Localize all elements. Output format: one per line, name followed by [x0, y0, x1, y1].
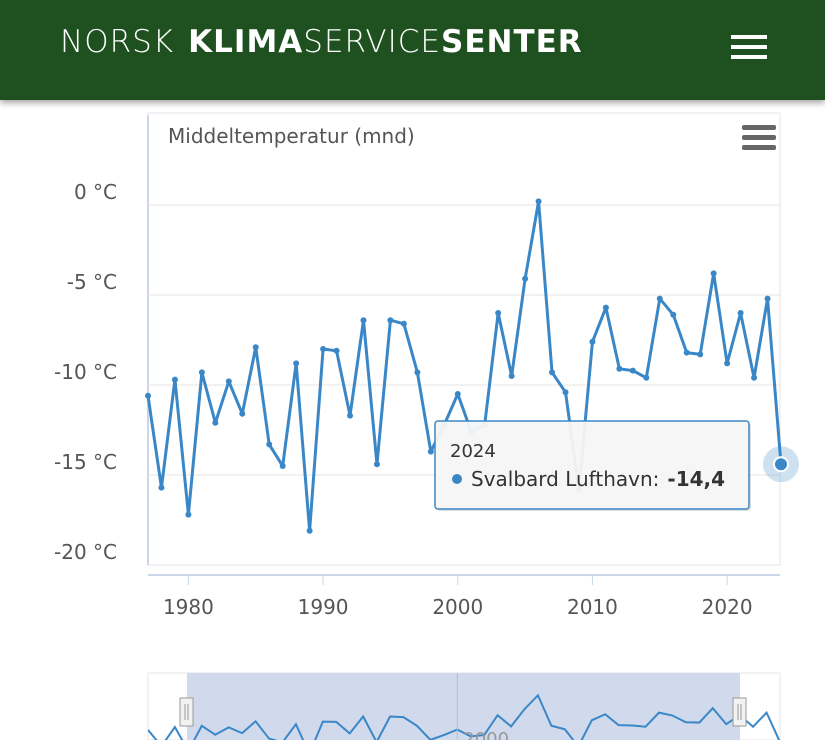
x-tick-label: 2000 — [432, 595, 483, 619]
data-point — [145, 392, 151, 399]
data-point — [158, 484, 165, 491]
data-point — [670, 311, 677, 318]
data-point — [171, 376, 178, 383]
header: NORSK KLIMASERVICESENTER — [0, 0, 825, 100]
data-point — [185, 511, 192, 518]
tooltip-marker — [452, 474, 462, 484]
data-point — [225, 378, 232, 385]
data-point — [239, 410, 246, 417]
data-point — [522, 275, 529, 282]
data-point — [697, 351, 704, 358]
data-point — [562, 389, 569, 396]
y-tick-label: -20 °C — [54, 540, 117, 564]
data-point — [549, 369, 556, 376]
data-point — [737, 310, 744, 316]
data-point — [616, 365, 623, 372]
data-point — [629, 367, 636, 374]
navigator-selection[interactable] — [187, 673, 740, 740]
hover-point — [773, 456, 789, 473]
data-point — [589, 338, 596, 345]
logo-part: NORSK — [60, 24, 175, 60]
y-tick-label: -15 °C — [54, 450, 117, 474]
logo-part: SENTER — [441, 24, 583, 60]
data-point — [387, 317, 394, 324]
x-tick-label: 1990 — [298, 595, 349, 619]
data-point — [373, 461, 380, 468]
data-point — [252, 344, 259, 351]
data-point — [333, 347, 340, 354]
context-menu[interactable] — [742, 125, 776, 150]
y-tick-label: -5 °C — [67, 270, 117, 294]
y-tick-label: -10 °C — [54, 360, 117, 384]
x-tick-label: 1980 — [163, 595, 214, 619]
tooltip-title: 2024 — [450, 441, 496, 462]
navigator-handle[interactable] — [732, 697, 747, 727]
data-point — [198, 369, 205, 376]
y-tick-label: 0 °C — [74, 180, 117, 204]
data-point — [454, 391, 461, 397]
series-line — [146, 199, 783, 533]
menu-button[interactable] — [731, 35, 767, 59]
navigator-handle[interactable] — [179, 697, 194, 727]
data-point — [751, 374, 758, 381]
data-point — [306, 527, 313, 534]
logo-part: KLIMA — [188, 24, 304, 60]
navigator-line — [148, 693, 780, 740]
data-point — [347, 412, 354, 419]
data-point — [710, 270, 717, 277]
data-point — [212, 419, 219, 426]
navigator-tick-label: 2000 — [463, 729, 509, 740]
tooltip-value: -14,4 — [667, 467, 725, 491]
data-point — [400, 320, 407, 327]
logo[interactable]: NORSK KLIMASERVICESENTER — [60, 24, 583, 60]
data-point — [656, 295, 663, 302]
data-point — [764, 295, 771, 302]
data-point — [279, 463, 286, 469]
data-point — [602, 304, 609, 311]
tooltip-text: Svalbard Lufthavn: -14,4 — [471, 467, 725, 491]
data-point — [683, 349, 690, 356]
data-point — [495, 310, 502, 316]
tooltip-series: Svalbard Lufthavn: — [471, 467, 659, 491]
data-point — [293, 360, 300, 367]
data-point — [414, 369, 421, 376]
data-point — [535, 198, 542, 205]
data-point — [320, 346, 327, 352]
data-point — [427, 448, 434, 455]
x-tick-label: 2010 — [567, 595, 618, 619]
data-point — [360, 317, 367, 324]
data-point — [266, 441, 273, 448]
tooltip-box — [434, 420, 750, 510]
data-point — [643, 374, 650, 381]
logo-part: SERVICE — [303, 24, 441, 60]
data-point — [508, 373, 515, 379]
x-tick-label: 2020 — [702, 595, 753, 619]
data-point — [724, 360, 731, 367]
chart-title: Middeltemperatur (mnd) — [168, 124, 415, 148]
